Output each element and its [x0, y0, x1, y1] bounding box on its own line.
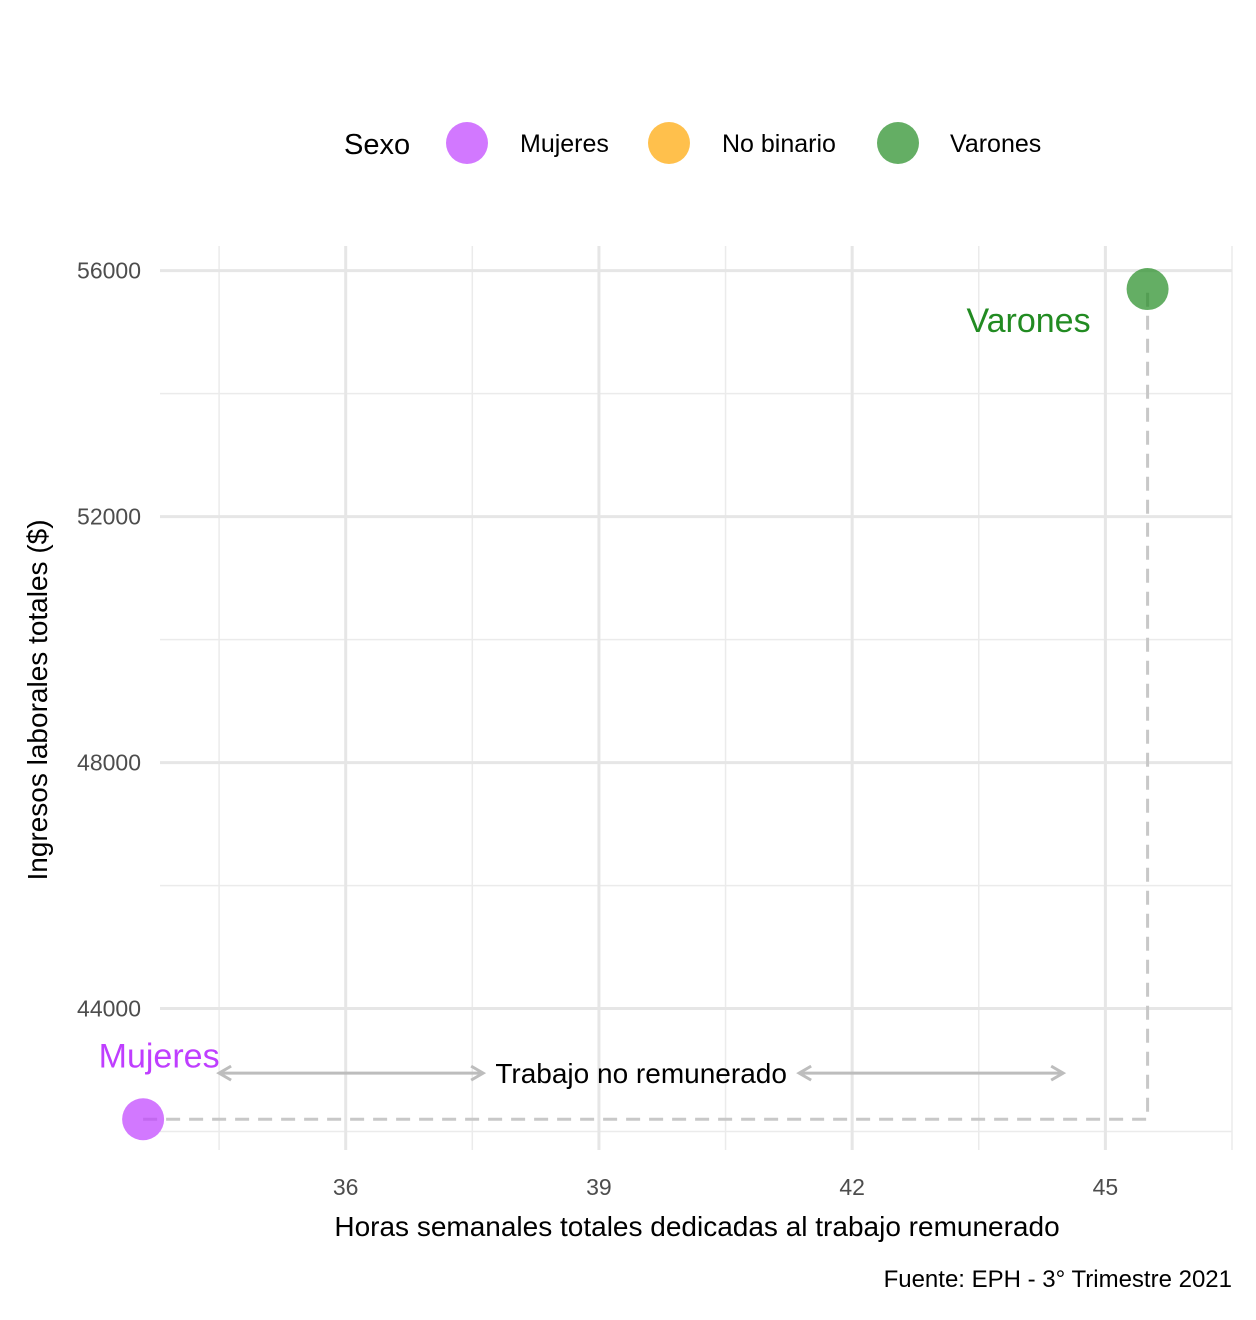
x-tick-label: 45 [1093, 1174, 1119, 1200]
legend-key-2 [877, 122, 919, 164]
legend-title: Sexo [344, 129, 410, 161]
y-tick-label: 56000 [77, 258, 141, 284]
legend-label: Mujeres [520, 130, 609, 158]
x-tick-label: 39 [586, 1174, 612, 1200]
annotation-arrow-head [796, 1064, 812, 1082]
y-tick-label: 44000 [77, 996, 141, 1022]
annotation-arrow-head [470, 1064, 487, 1082]
y-tick-label: 48000 [77, 750, 141, 776]
point-labels: Mujeres Varones [99, 302, 1091, 1075]
grid [160, 246, 1233, 1150]
annotation-arrow-head [216, 1064, 232, 1082]
data-points [122, 268, 1169, 1141]
guide-lines [143, 289, 1150, 1121]
dashed-guide-line [143, 289, 1150, 1121]
legend-label: No binario [722, 130, 836, 158]
y-tick-label: 52000 [77, 504, 141, 530]
legend-key-1 [648, 122, 690, 164]
legend-key-0 [446, 122, 488, 164]
axis-ticks: 36 39 42 45 44000 48000 52000 56000 [77, 258, 1118, 1200]
x-tick-label: 42 [839, 1174, 865, 1200]
legend: Sexo Mujeres No binario Varones [344, 122, 1041, 164]
x-axis-title: Horas semanales totales dedicadas al tra… [334, 1211, 1059, 1242]
data-point-mujeres [122, 1098, 165, 1141]
x-tick-label: 36 [333, 1174, 359, 1200]
annotation-text: Trabajo no remunerado [495, 1058, 787, 1089]
point-label-mujeres: Mujeres [99, 1037, 220, 1075]
annotation-arrow-head [1050, 1064, 1067, 1082]
point-label-varones: Varones [966, 302, 1090, 340]
data-point-varones [1126, 268, 1169, 311]
unpaid-work-annotation: Trabajo no remunerado [216, 1058, 1067, 1089]
y-axis-title: Ingresos laborales totales ($) [22, 519, 53, 880]
caption: Fuente: EPH - 3° Trimestre 2021 [884, 1266, 1232, 1293]
legend-label: Varones [950, 130, 1041, 158]
